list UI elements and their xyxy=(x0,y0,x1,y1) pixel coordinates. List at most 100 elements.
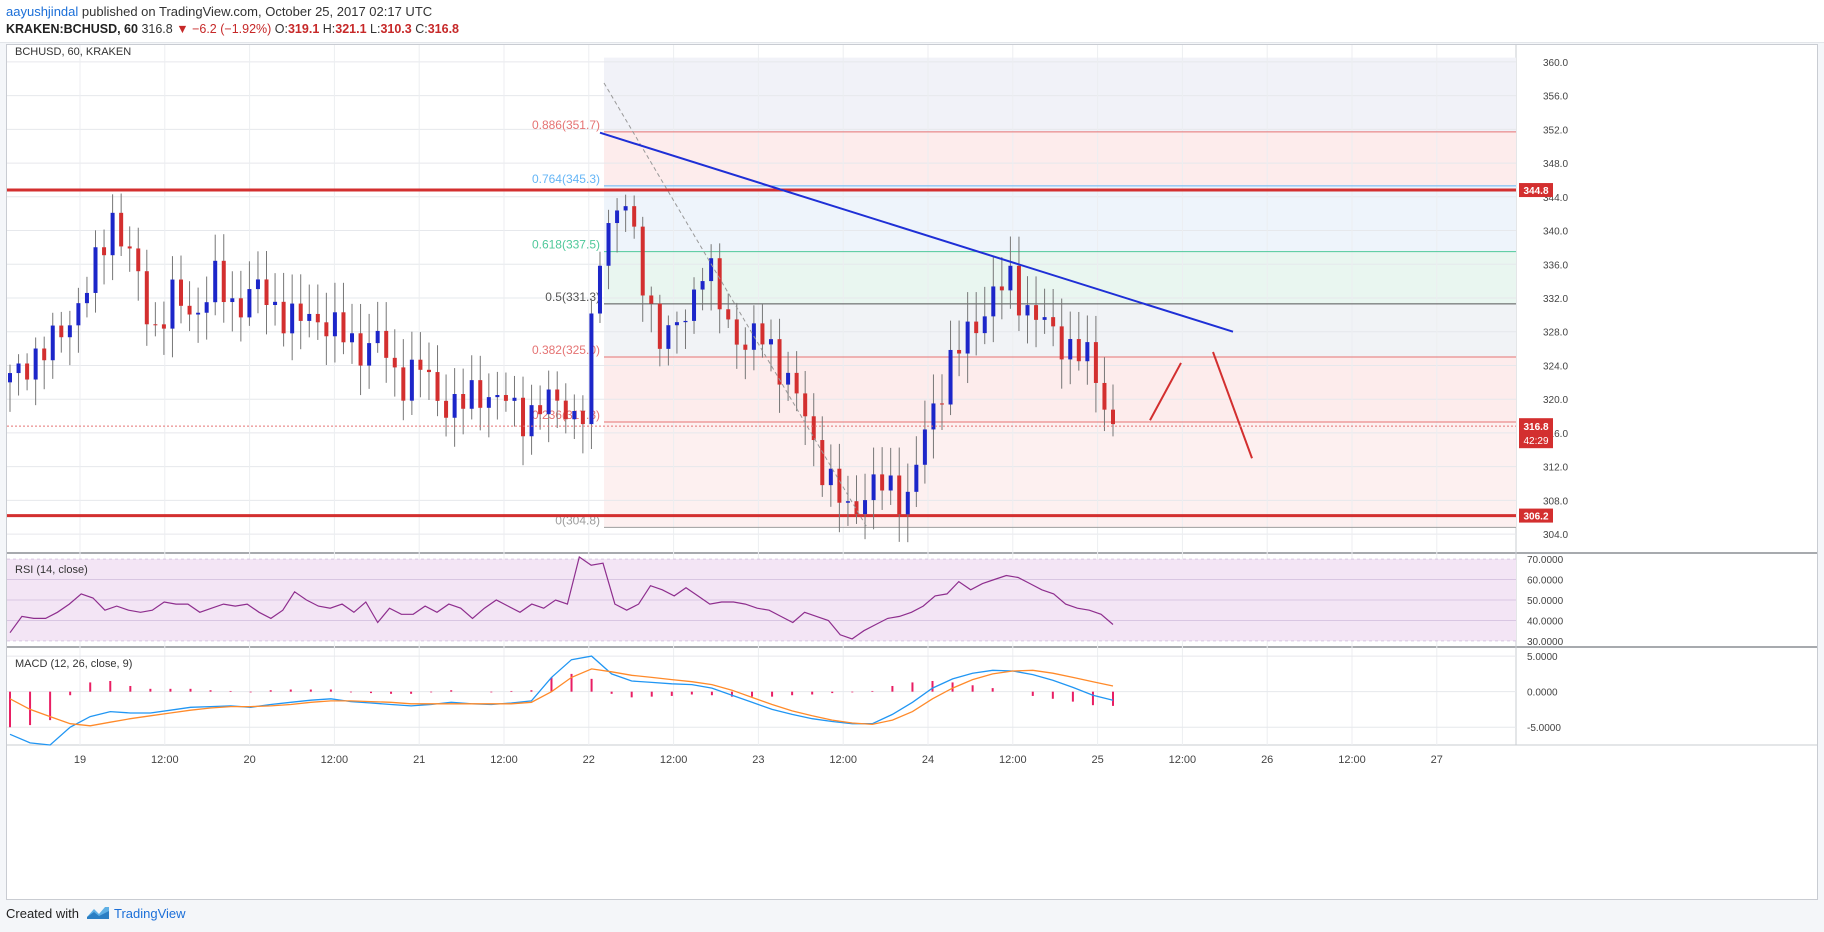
candle-down xyxy=(794,372,799,394)
chart-frame[interactable]: 360.0 356.0 352.0 348.0 344.0 340.0 336.0 332.0… xyxy=(6,44,1818,900)
candle-down xyxy=(538,405,543,415)
candle-up xyxy=(93,247,98,293)
candle-down xyxy=(1076,339,1081,362)
candle-down xyxy=(811,416,816,441)
candle-down xyxy=(59,325,64,338)
candle-up xyxy=(247,289,252,318)
macd-tick-label: 5.0000 xyxy=(1527,652,1558,663)
price-tick-label: 312.0 xyxy=(1543,463,1568,474)
candle-down xyxy=(521,397,526,437)
current-price-label: 316.8 xyxy=(1523,422,1548,433)
horizontal-level-tag-label: 306.2 xyxy=(1523,512,1548,523)
time-tick-label: 12:00 xyxy=(999,754,1027,766)
bar-countdown-label: 42:29 xyxy=(1523,436,1548,447)
candle-down xyxy=(555,389,560,401)
publish-text: published on TradingView.com, October 25… xyxy=(78,4,433,19)
candle-up xyxy=(888,475,893,491)
candle-up xyxy=(1008,265,1013,291)
change-value: −6.2 (−1.92%) xyxy=(192,22,272,36)
candle-down xyxy=(999,286,1004,291)
candle-down xyxy=(153,324,158,326)
created-with-text: Created with xyxy=(6,906,79,921)
candle-up xyxy=(110,212,115,256)
time-tick-label: 19 xyxy=(74,754,86,766)
candle-up xyxy=(871,474,876,501)
candle-down xyxy=(25,363,30,380)
candle-down xyxy=(392,357,397,368)
candle-down xyxy=(238,298,243,318)
candle-down xyxy=(632,206,637,227)
fib-level-label: 0.764(345.3) xyxy=(532,172,600,186)
candle-down xyxy=(42,348,47,361)
candle-up xyxy=(529,405,534,437)
candle-down xyxy=(418,359,423,370)
candle-up xyxy=(495,395,500,398)
candle-down xyxy=(384,330,389,358)
candle-down xyxy=(957,349,962,354)
price-tick-label: 340.0 xyxy=(1543,227,1568,238)
fib-zone xyxy=(604,357,1516,422)
candle-down xyxy=(281,301,286,334)
rsi-tick-label: 40.0000 xyxy=(1527,616,1564,627)
candle-up xyxy=(1025,305,1030,316)
candle-up xyxy=(948,349,953,405)
chart-canvas[interactable]: 360.0 356.0 352.0 348.0 344.0 340.0 336.0 332.0… xyxy=(7,45,1817,899)
candle-down xyxy=(820,440,825,486)
time-tick-label: 24 xyxy=(922,754,934,766)
candle-down xyxy=(221,260,226,303)
candle-up xyxy=(196,312,201,315)
candle-up xyxy=(700,281,705,290)
close-value: 316.8 xyxy=(427,22,459,36)
candle-down xyxy=(1111,409,1115,425)
time-tick-label: 12:00 xyxy=(1169,754,1197,766)
candle-up xyxy=(1068,339,1073,360)
price-tick-label: 304.0 xyxy=(1543,530,1568,541)
candle-up xyxy=(367,343,372,366)
candle-down xyxy=(435,372,440,401)
candle-down xyxy=(803,393,808,417)
candle-down xyxy=(478,380,483,408)
time-tick-label: 12:00 xyxy=(321,754,349,766)
horizontal-level-tag xyxy=(1519,183,1553,198)
candle-up xyxy=(683,320,688,323)
open-label: O: xyxy=(274,22,288,36)
author-link[interactable]: aayushjindal xyxy=(6,4,79,19)
candle-down xyxy=(837,468,842,503)
fib-anchor-line xyxy=(603,82,868,528)
price-tick-label: 320.0 xyxy=(1543,395,1568,406)
candle-down xyxy=(897,475,902,515)
price-tick-label: 360.0 xyxy=(1543,58,1568,69)
candle-up xyxy=(931,403,936,430)
time-tick-label: 12:00 xyxy=(151,754,179,766)
candle-up xyxy=(230,298,235,303)
rsi-tick-label: 30.0000 xyxy=(1527,637,1564,648)
candle-up xyxy=(863,500,868,515)
tradingview-logo-icon[interactable] xyxy=(86,903,110,923)
projection-down-stroke xyxy=(1212,351,1253,459)
candle-down xyxy=(640,226,645,296)
candle-down xyxy=(649,295,654,304)
horizontal-level-tag xyxy=(1519,508,1553,523)
candle-up xyxy=(375,330,380,344)
candle-up xyxy=(572,411,577,420)
low-label: L: xyxy=(370,22,381,36)
candle-up xyxy=(845,501,850,503)
macd-signal-line xyxy=(9,668,1114,727)
candle-down xyxy=(341,312,346,343)
last-price: 316.8 xyxy=(141,22,173,36)
candle-down xyxy=(264,279,269,306)
candle-up xyxy=(486,397,491,408)
candle-up xyxy=(1042,317,1047,320)
candle-up xyxy=(290,303,295,334)
tradingview-brand-link[interactable]: TradingView xyxy=(114,906,186,921)
candle-up xyxy=(965,321,970,354)
fib-zone xyxy=(604,421,1516,528)
fib-zone-top xyxy=(604,57,1516,132)
candle-up xyxy=(452,394,457,418)
candle-up xyxy=(67,325,72,338)
macd-title: MACD (12, 26, close, 9) xyxy=(15,658,132,670)
candle-down xyxy=(102,247,107,256)
horizontal-level-tag-label: 344.8 xyxy=(1523,186,1548,197)
candle-up xyxy=(469,380,474,409)
time-tick-label: 20 xyxy=(243,754,255,766)
